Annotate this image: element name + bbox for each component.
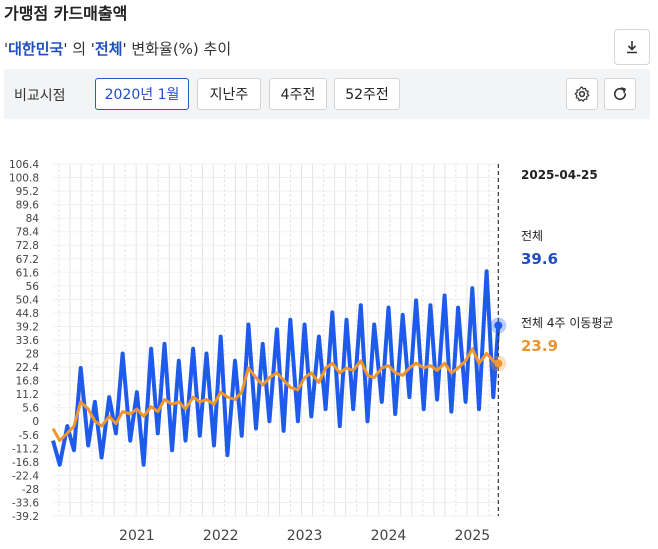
subtitle-quote-close-region: ' bbox=[63, 40, 68, 58]
y-tick-label: 5.6 bbox=[22, 403, 39, 415]
y-tick-label: -22.4 bbox=[12, 470, 39, 482]
y-tick-label: 100.8 bbox=[9, 173, 39, 185]
y-tick-label: 11.2 bbox=[16, 389, 39, 401]
compare-option-last-week[interactable]: 지난주 bbox=[197, 78, 261, 110]
y-tick-label: 44.8 bbox=[16, 308, 39, 320]
tooltip-date: 2025-04-25 bbox=[521, 168, 598, 182]
y-tick-label: 95.2 bbox=[16, 186, 39, 198]
tooltip-series2-name: 전체 4주 이동평균 bbox=[521, 316, 614, 330]
y-tick-label: 50.4 bbox=[16, 294, 40, 306]
y-tick-label: -39.2 bbox=[12, 511, 39, 523]
y-tick-label: 106.4 bbox=[9, 159, 39, 171]
y-tick-label: 39.2 bbox=[16, 321, 39, 333]
download-icon bbox=[627, 41, 637, 54]
y-tick-label: -33.6 bbox=[12, 497, 39, 509]
series-line-total bbox=[51, 269, 501, 467]
compare-toolbar: 비교시점 2020년 1월 지난주 4주전 52주전 bbox=[4, 69, 650, 119]
cursor-point-total bbox=[494, 321, 503, 330]
y-tick-label: 61.6 bbox=[16, 267, 40, 279]
y-tick-label: 33.6 bbox=[16, 335, 40, 347]
y-tick-label: 84 bbox=[26, 213, 40, 225]
chart-subtitle: '대한민국' 의 '전체' 변화율(%) 추이 bbox=[4, 38, 231, 59]
y-tick-label: 89.6 bbox=[16, 200, 40, 212]
subtitle-quote-open-region: ' bbox=[4, 40, 9, 58]
y-tick-label: 16.8 bbox=[16, 376, 39, 388]
y-tick-label: 56 bbox=[26, 281, 40, 293]
subtitle-quote-close-category: ' bbox=[122, 40, 127, 58]
subtitle-connector: 의 bbox=[67, 40, 91, 58]
subtitle-metric: 변화율(%) 추이 bbox=[126, 40, 232, 58]
x-tick-label: 2024 bbox=[371, 528, 407, 544]
download-button[interactable] bbox=[614, 29, 650, 65]
x-tick-label: 2022 bbox=[203, 528, 239, 544]
subtitle-region: 대한민국 bbox=[8, 40, 64, 58]
tooltip-series2-value: 23.9 bbox=[521, 337, 559, 355]
y-tick-label: 78.4 bbox=[16, 227, 40, 239]
y-tick-label: -11.2 bbox=[12, 443, 39, 455]
subtitle-quote-open-category: ' bbox=[90, 40, 95, 58]
compare-label: 비교시점 bbox=[14, 88, 66, 104]
y-tick-label: 67.2 bbox=[16, 254, 39, 266]
tooltip-series1-value: 39.6 bbox=[521, 250, 559, 268]
y-tick-label: 0 bbox=[32, 416, 39, 428]
y-tick-label: -5.6 bbox=[19, 430, 40, 442]
y-tick-label: 72.8 bbox=[16, 240, 39, 252]
y-tick-label: -28 bbox=[22, 484, 39, 496]
subtitle-category: 전체 bbox=[94, 40, 123, 58]
refresh-icon bbox=[613, 87, 627, 101]
y-tick-label: 28 bbox=[26, 349, 39, 361]
line-chart: 106.4 100.895.2 89.684 78.472.8 67.261.6 5650… bbox=[9, 159, 507, 544]
gear-icon bbox=[574, 86, 590, 102]
x-tick-label: 2021 bbox=[119, 528, 155, 544]
x-tick-label: 2023 bbox=[287, 528, 323, 544]
compare-option-2020-jan[interactable]: 2020년 1월 bbox=[95, 78, 189, 110]
refresh-button[interactable] bbox=[604, 78, 636, 110]
y-tick-label: 22.4 bbox=[16, 362, 40, 374]
compare-option-4-weeks[interactable]: 4주전 bbox=[269, 78, 327, 110]
x-tick-label: 2025 bbox=[455, 528, 491, 544]
y-tick-label: -16.8 bbox=[12, 457, 39, 469]
settings-button[interactable] bbox=[566, 78, 598, 110]
tooltip-series1-name: 전체 bbox=[521, 229, 544, 243]
page-title: 가맹점 카드매출액 bbox=[4, 4, 128, 23]
series-line-moving-average bbox=[51, 347, 500, 443]
cursor-point-moving-average bbox=[494, 359, 503, 368]
compare-option-52-weeks[interactable]: 52주전 bbox=[334, 78, 400, 110]
